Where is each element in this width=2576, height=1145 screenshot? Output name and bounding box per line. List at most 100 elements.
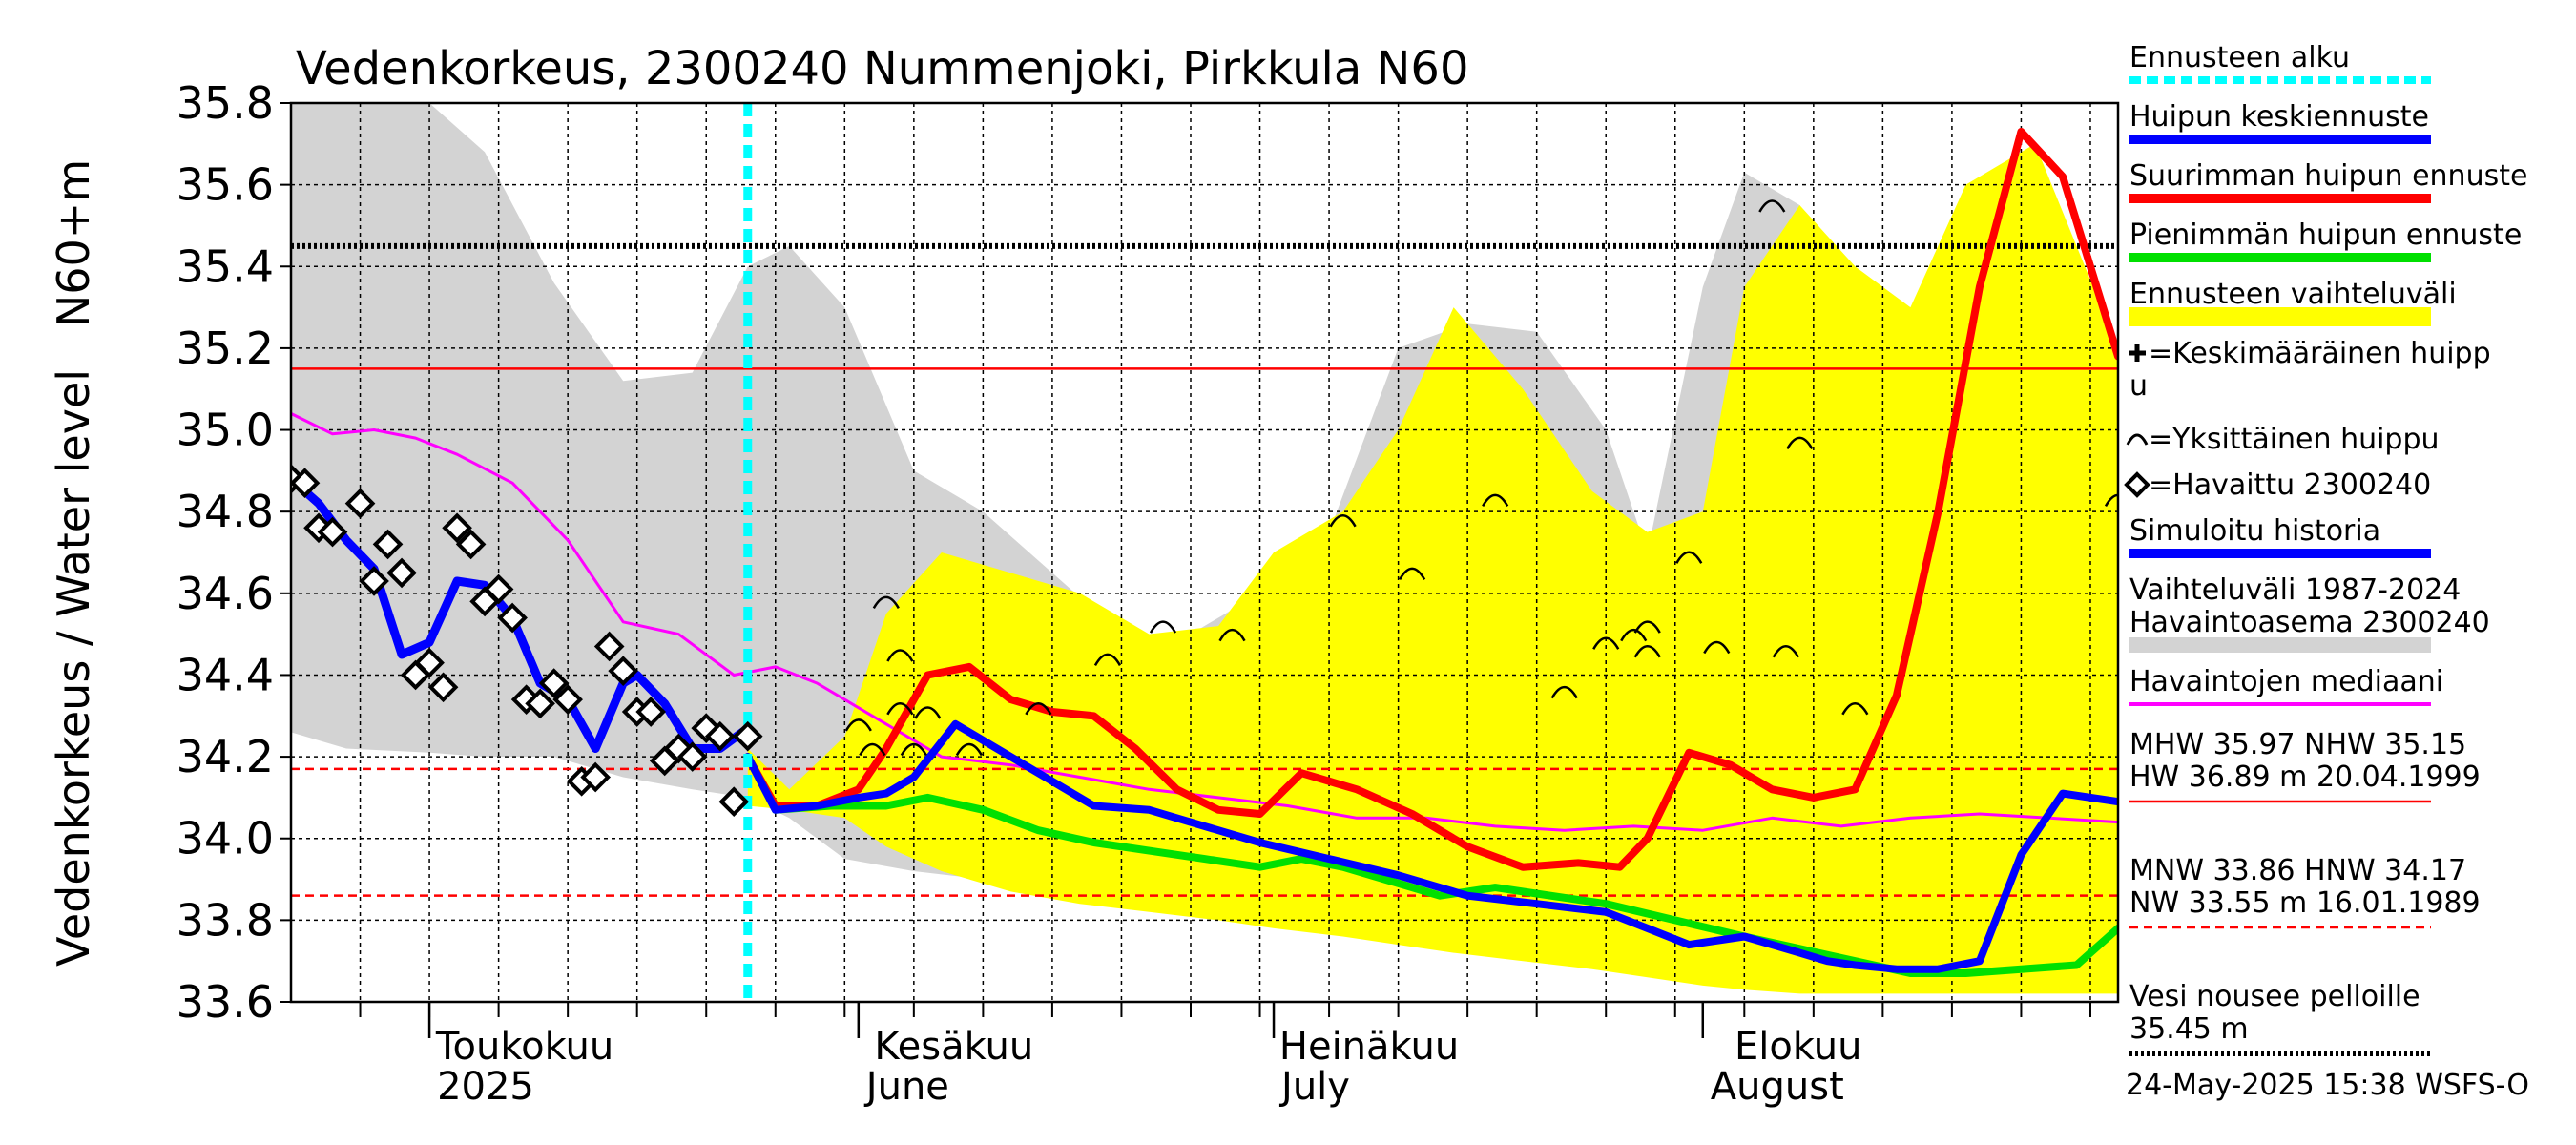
peak-mark (2104, 493, 2118, 507)
y-tick-label: 34.0 (177, 813, 274, 864)
x-year-label: August (1711, 1065, 1844, 1109)
peak-mark (1703, 640, 1731, 655)
stat-label: MNW 33.86 HNW 34.17 (2129, 854, 2466, 887)
observed-point (344, 488, 376, 519)
peak-mark (1592, 636, 1620, 650)
x-year-label: July (1278, 1065, 1350, 1109)
observed-point (704, 720, 736, 752)
series-line (743, 128, 2118, 871)
y-tick-label: 33.8 (177, 894, 274, 946)
x-year-label: 2025 (437, 1065, 534, 1109)
observed-point (455, 529, 487, 560)
legend-marker (2126, 433, 2149, 446)
observed-point (291, 468, 321, 499)
chart-title: Vedenkorkeus, 2300240 Nummenjoki, Pirkku… (296, 42, 1468, 95)
observed-point (525, 688, 555, 719)
stat-label: Vesi nousee pelloille (2129, 980, 2420, 1013)
observed-point (359, 566, 389, 596)
observed-point (552, 684, 583, 715)
legend-label: Huipun keskiennuste (2129, 100, 2429, 134)
x-month-label: Toukokuu (435, 1025, 613, 1069)
observed-point (593, 631, 625, 662)
observed-point (635, 697, 667, 727)
series-line (291, 474, 753, 753)
series-line (743, 719, 2118, 973)
peak-mark (1093, 653, 1122, 666)
legend-label: Havaintoasema 2300240 (2129, 606, 2490, 639)
peak-mark (1550, 685, 1578, 699)
legend-swatch (2129, 307, 2431, 326)
y-tick-label: 35.2 (177, 323, 274, 374)
x-year-label: June (863, 1065, 949, 1109)
stat-label: 35.45 m (2129, 1012, 2249, 1046)
forecast-range-band (747, 143, 2118, 994)
legend-label: Vaihteluväli 1987-2024 (2129, 573, 2461, 607)
peak-mark (1620, 628, 1648, 642)
observed-point (483, 573, 514, 605)
peak-mark (1675, 551, 1703, 564)
peak-mark (1482, 493, 1509, 507)
peak-mark (1399, 567, 1426, 581)
observed-point (317, 516, 348, 548)
peak-mark (1772, 645, 1799, 658)
peak-mark (1633, 620, 1661, 634)
observed-point (718, 786, 750, 818)
peak-mark (886, 649, 914, 662)
peak-mark (859, 742, 886, 757)
peak-mark (1218, 628, 1246, 642)
x-month-label: Kesäkuu (874, 1025, 1033, 1069)
y-axis-label-unit: N60+m (48, 159, 99, 327)
observed-point (372, 529, 404, 560)
observed-point (427, 672, 459, 703)
observed-point (386, 557, 417, 589)
peak-mark (1786, 436, 1814, 450)
footer-timestamp: 24-May-2025 15:38 WSFS-O (2126, 1069, 2529, 1102)
observed-point (676, 741, 708, 772)
legend-label: Ennusteen alku (2129, 41, 2350, 74)
peak-mark (872, 595, 900, 610)
legend-label: Simuloitu historia (2129, 514, 2380, 548)
observed-point (497, 602, 528, 634)
x-month-label: Elokuu (1735, 1025, 1862, 1069)
y-tick-label: 34.4 (177, 649, 274, 700)
legend-label: =Keskimääräinen huipp (2149, 337, 2491, 370)
observed-point (414, 647, 445, 678)
peak-mark (1841, 701, 1869, 716)
peak-mark (1758, 199, 1786, 213)
peak-mark (955, 742, 983, 757)
observed-point (442, 512, 472, 544)
peak-mark (914, 706, 942, 719)
y-tick-label: 33.6 (177, 976, 274, 1028)
series-line (291, 411, 2118, 832)
x-month-label: Heinäkuu (1279, 1025, 1459, 1069)
legend-label: =Havaittu 2300240 (2149, 468, 2431, 502)
peak-mark (886, 701, 914, 716)
observed-point (538, 668, 570, 698)
observed-point (608, 656, 639, 687)
legend-marker (2124, 471, 2150, 498)
legend-label: Ennusteen vaihteluväli (2129, 278, 2457, 311)
peak-mark (844, 718, 872, 732)
peak-mark (900, 742, 927, 757)
legend-label: Pienimmän huipun ennuste (2129, 219, 2522, 252)
y-tick-label: 35.8 (177, 77, 274, 129)
peak-mark (1633, 645, 1661, 658)
legend: Ennusteen alku Huipun keskiennuste Suurimm… (2124, 41, 2527, 1056)
peak-mark (1329, 514, 1357, 528)
y-tick-label: 34.8 (177, 486, 274, 537)
axes: 33.6 33.8 34.0 34.2 34.4 34.6 34.8 35.0 35.2 35.4… (177, 77, 2120, 1109)
legend-swatch (2129, 637, 2431, 653)
y-tick-label: 35.6 (177, 159, 274, 211)
stat-label: MHW 35.97 NHW 35.15 (2129, 728, 2466, 761)
legend-marker (2129, 344, 2146, 362)
y-tick-label: 35.0 (177, 405, 274, 456)
y-tick-label: 34.2 (177, 731, 274, 782)
y-tick-label: 34.6 (177, 568, 274, 619)
y-axis-label: Vedenkorkeus / Water level (48, 369, 99, 967)
plot-frame (289, 101, 2120, 1004)
stat-label: HW 36.89 m 20.04.1999 (2129, 760, 2481, 794)
stat-label: NW 33.55 m 16.01.1989 (2129, 886, 2481, 920)
observed-point (580, 761, 611, 793)
plot-area (291, 103, 2118, 1002)
